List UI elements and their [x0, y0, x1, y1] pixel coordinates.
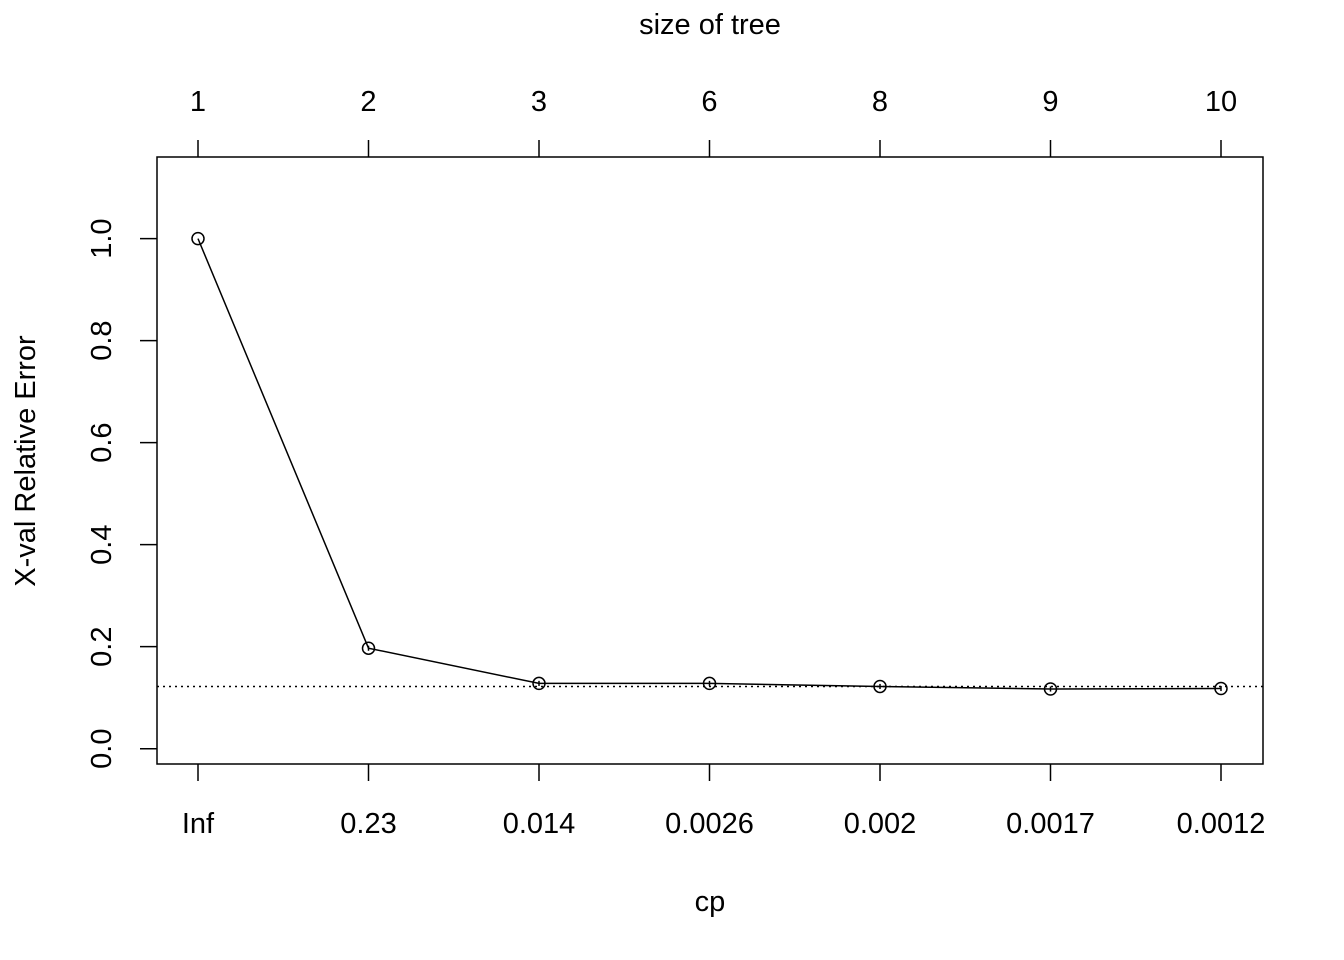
series-group — [191, 231, 1228, 696]
y-tick-label: 0.8 — [86, 320, 118, 360]
data-point — [873, 679, 887, 694]
y-tick-label: 0.4 — [86, 524, 118, 564]
top-tick-label: 9 — [1042, 86, 1058, 118]
x-tick-label: 0.0026 — [665, 808, 754, 840]
data-point — [1043, 682, 1058, 696]
y-tick-label: 0.6 — [86, 422, 118, 462]
data-point — [532, 676, 546, 691]
x-tick-label: 0.23 — [340, 808, 396, 840]
data-point — [1214, 681, 1228, 696]
x-tick-label: 0.0017 — [1006, 808, 1095, 840]
series-line — [197, 238, 1222, 690]
data-point — [191, 231, 205, 246]
axes: Inf 0.23 0.014 0.0026 0.002 0.0017 0.0012 1 2 3 6 8… — [86, 86, 1265, 840]
top-tick-label: 3 — [531, 86, 547, 118]
top-tick-label: 1 — [190, 86, 206, 118]
x-tick-label: 0.014 — [503, 808, 576, 840]
data-point — [361, 641, 376, 655]
top-tick-label: 8 — [872, 86, 888, 118]
y-axis-title: X-val Relative Error — [10, 335, 42, 587]
top-tick-label: 2 — [360, 86, 376, 118]
y-tick-label: 0.2 — [86, 627, 118, 667]
x-tick-label: 0.002 — [844, 808, 917, 840]
data-point — [702, 676, 717, 691]
top-tick-label: 6 — [701, 86, 717, 118]
y-tick-label: 0.0 — [86, 729, 118, 769]
top-tick-label: 10 — [1205, 86, 1237, 118]
plot-frame — [156, 156, 1264, 765]
x-tick-label: 0.0012 — [1177, 808, 1266, 840]
x-axis-title: cp — [695, 886, 726, 918]
y-tick-label: 1.0 — [86, 218, 118, 258]
x-tick-label: Inf — [182, 808, 215, 840]
top-axis-title: size of tree — [639, 9, 781, 41]
